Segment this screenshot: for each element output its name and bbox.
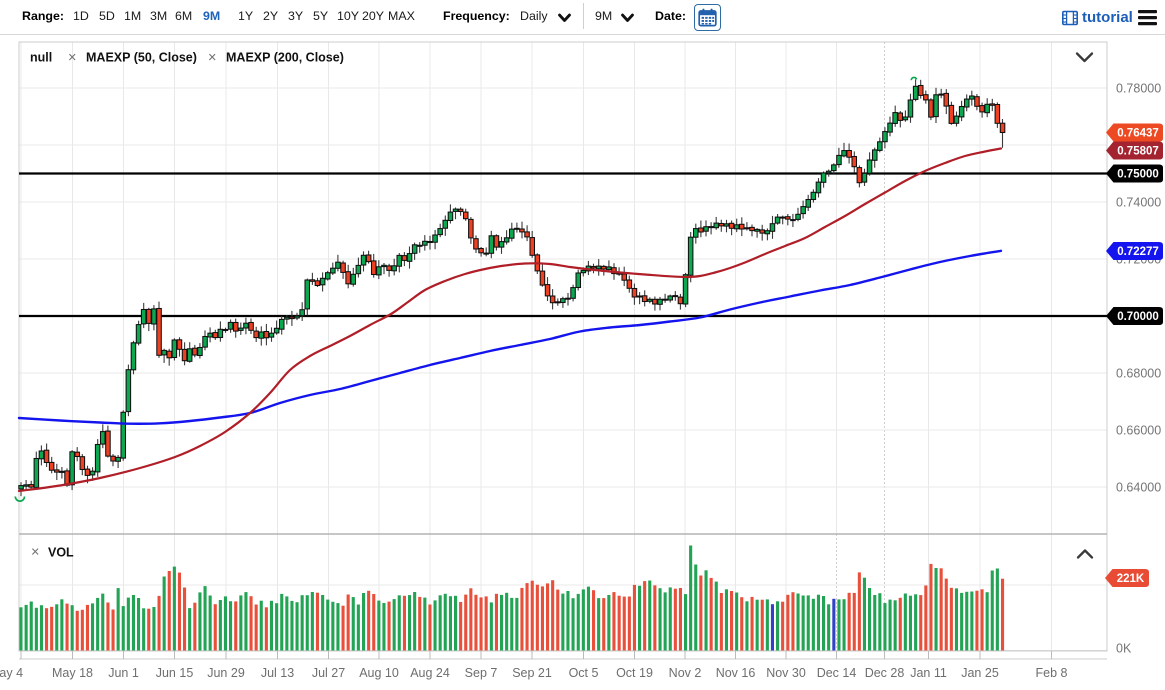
svg-text:Jun 29: Jun 29 (207, 666, 245, 680)
svg-text:0.75807: 0.75807 (1117, 146, 1159, 158)
svg-text:May 4: May 4 (0, 666, 23, 680)
svg-text:0.68000: 0.68000 (1116, 366, 1161, 380)
svg-text:Jul 27: Jul 27 (312, 666, 345, 680)
svg-text:0.72277: 0.72277 (1117, 246, 1159, 258)
svg-text:Nov 16: Nov 16 (716, 666, 756, 680)
svg-text:Oct 5: Oct 5 (569, 666, 599, 680)
svg-text:Jun 1: Jun 1 (108, 666, 139, 680)
svg-text:Aug 10: Aug 10 (359, 666, 399, 680)
svg-text:0.64000: 0.64000 (1116, 480, 1161, 494)
svg-text:Jun 15: Jun 15 (156, 666, 194, 680)
svg-text:Oct 19: Oct 19 (616, 666, 653, 680)
svg-text:Jan 11: Jan 11 (910, 666, 947, 680)
svg-text:×: × (31, 545, 39, 561)
svg-text:Sep 7: Sep 7 (465, 666, 498, 680)
svg-text:Dec 28: Dec 28 (865, 666, 905, 680)
svg-text:0.66000: 0.66000 (1116, 423, 1161, 437)
svg-text:0.74000: 0.74000 (1116, 195, 1161, 209)
svg-text:0.75000: 0.75000 (1117, 169, 1159, 181)
svg-text:null: null (30, 51, 52, 65)
svg-text:0.70000: 0.70000 (1117, 311, 1159, 323)
svg-text:×: × (68, 50, 76, 66)
svg-text:Sep 21: Sep 21 (512, 666, 552, 680)
svg-text:0.78000: 0.78000 (1116, 81, 1161, 95)
svg-text:MAEXP (200, Close): MAEXP (200, Close) (226, 51, 344, 65)
svg-text:VOL: VOL (48, 546, 74, 560)
svg-text:May 18: May 18 (52, 666, 93, 680)
svg-text:Nov 2: Nov 2 (669, 666, 702, 680)
svg-text:Jan 25: Jan 25 (961, 666, 999, 680)
svg-text:221K: 221K (1117, 573, 1145, 585)
svg-text:Feb 8: Feb 8 (1036, 666, 1068, 680)
svg-text:Nov 30: Nov 30 (766, 666, 806, 680)
svg-text:0K: 0K (1116, 641, 1132, 655)
svg-text:0.76437: 0.76437 (1117, 128, 1159, 140)
svg-text:Aug 24: Aug 24 (410, 666, 450, 680)
svg-text:Jul 13: Jul 13 (261, 666, 294, 680)
svg-text:×: × (208, 50, 216, 66)
svg-text:Dec 14: Dec 14 (817, 666, 857, 680)
svg-text:MAEXP (50, Close): MAEXP (50, Close) (86, 51, 197, 65)
